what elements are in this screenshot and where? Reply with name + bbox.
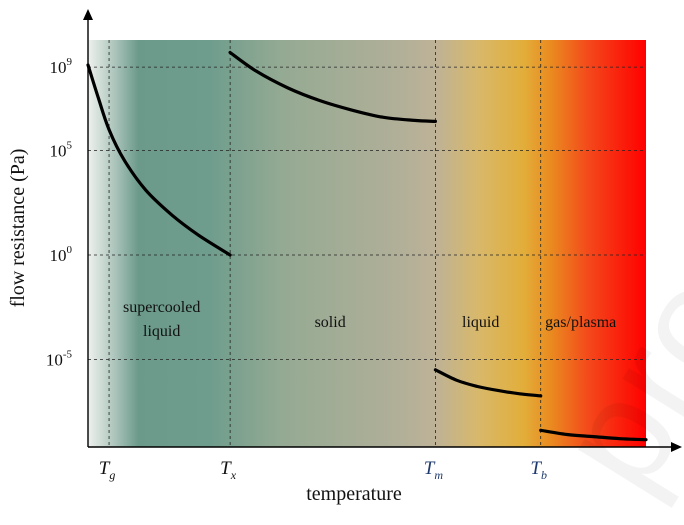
y-tick-label: 109	[50, 56, 73, 77]
y-tick-labels: 109 105 100 10-5	[46, 56, 73, 369]
region-label: supercooled	[123, 299, 200, 316]
region-label: liquid	[462, 314, 499, 331]
x-tick-label: Tg	[99, 458, 116, 482]
region-label: solid	[315, 314, 346, 331]
y-tick-label: 100	[50, 244, 73, 265]
curve-segment-2	[228, 50, 437, 123]
x-axis-arrowhead	[671, 442, 682, 452]
y-tick-label: 10-5	[46, 348, 73, 369]
phase-gradient-background	[88, 40, 646, 447]
x-tick-label: Tb	[530, 458, 547, 482]
region-labels: supercooled liquid solid liquid gas/plasma	[123, 299, 616, 340]
curve-segment-1	[86, 63, 232, 257]
curve-segment-3	[433, 368, 543, 398]
horizontal-gridlines	[88, 66, 646, 360]
region-label: liquid	[143, 323, 180, 340]
y-axis-arrowhead	[83, 9, 93, 20]
region-label: gas/plasma	[545, 314, 616, 331]
y-tick-label: 105	[50, 140, 73, 161]
x-tick-labels: Tg Tx Tm Tb	[99, 458, 547, 482]
x-axis-label: temperature	[306, 483, 402, 505]
x-tick-label: Tx	[220, 458, 237, 482]
curve-segment-4	[539, 428, 648, 442]
flow-resistance-curves	[86, 50, 648, 442]
x-tick-label: Tm	[424, 458, 444, 482]
y-axis-label: flow resistance (Pa)	[7, 149, 29, 308]
vertical-gridlines	[108, 40, 542, 447]
axes	[83, 9, 682, 452]
